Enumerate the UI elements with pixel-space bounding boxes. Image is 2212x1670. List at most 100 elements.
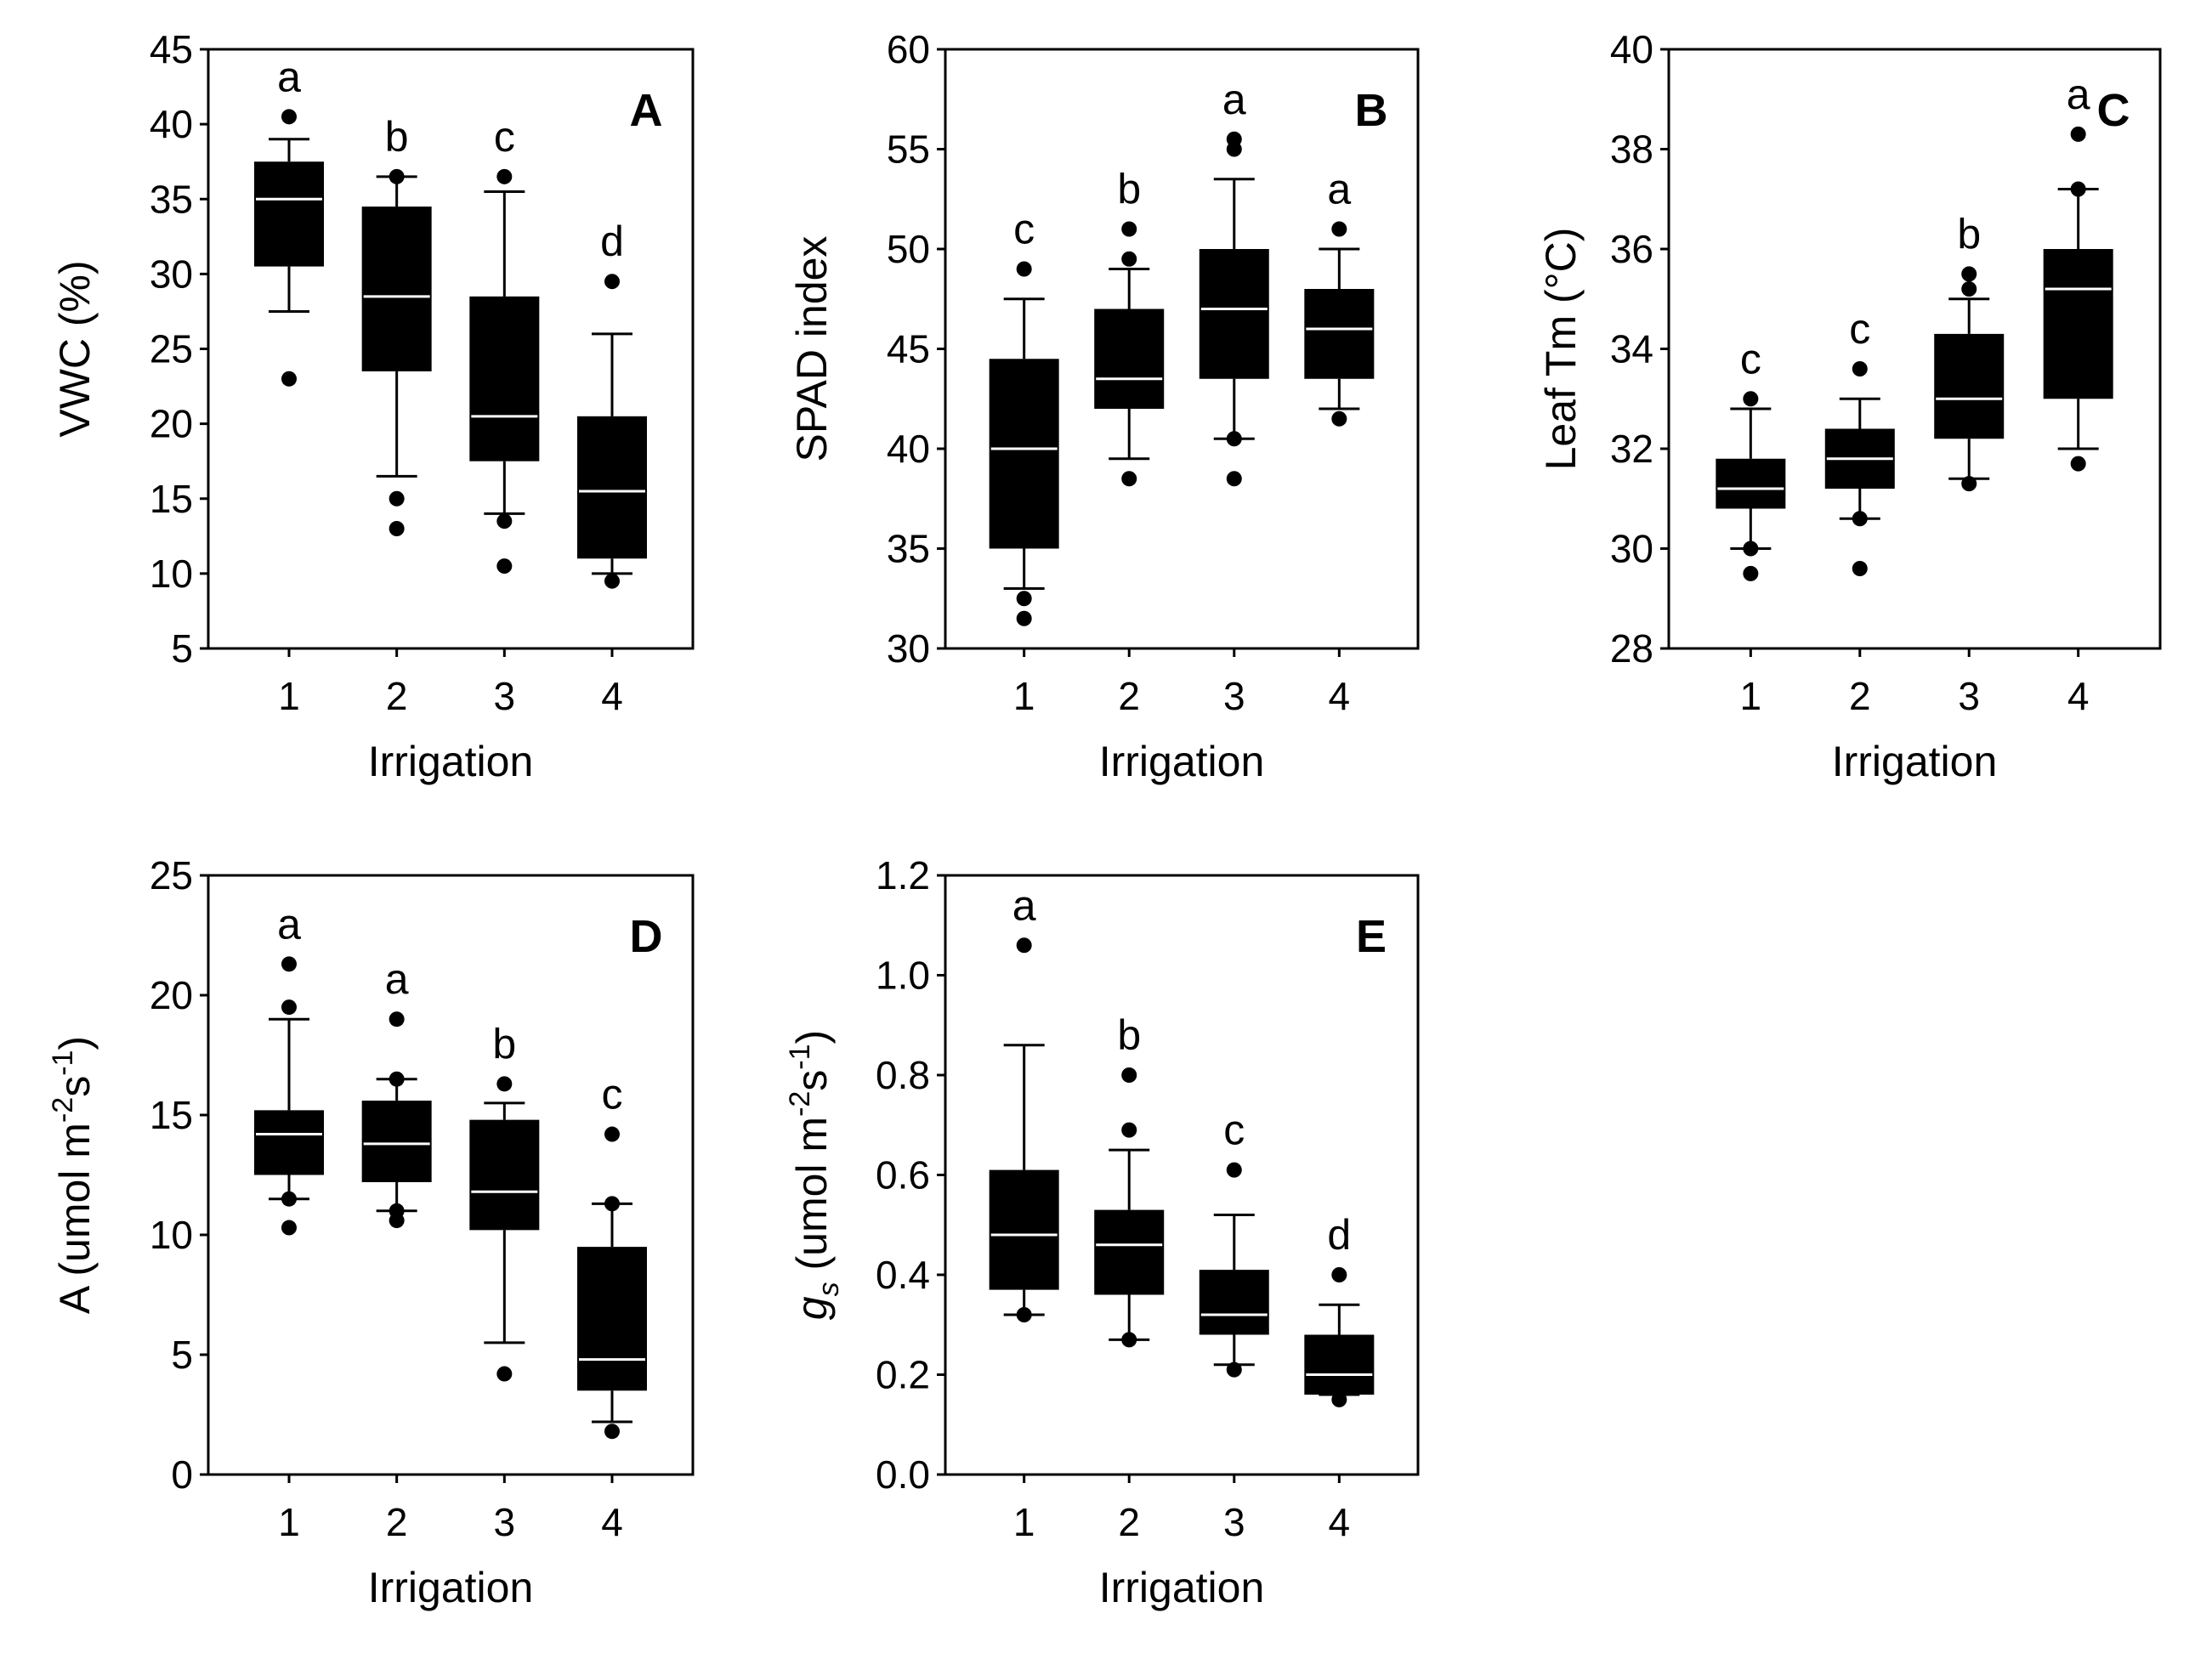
outlier-point [1852,361,1868,376]
y-tick-label: 35 [150,177,193,221]
significance-letter: c [494,113,515,161]
x-axis-label: Irrigation [368,1564,534,1611]
significance-letter: c [602,1071,623,1118]
outlier-point [1016,610,1032,626]
outlier-point [1852,511,1868,527]
box-iqr [1199,1270,1269,1335]
outlier-point [1331,410,1347,427]
box-1: c [989,206,1059,626]
outlier-point [281,1220,297,1236]
x-tick-label: 3 [1958,674,1980,718]
y-tick-label: 20 [150,973,193,1017]
outlier-point [496,1366,513,1382]
y-axis-label-part: -1 [784,1044,816,1069]
y-tick-label: 25 [150,853,193,897]
outlier-point [1961,266,1977,282]
box-1: a [989,881,1059,1322]
y-axis-label-part: A (umol m [51,1123,99,1314]
outlier-point [1226,431,1242,447]
outlier-point [604,274,620,290]
outlier-point [389,490,405,507]
outlier-point [1961,281,1977,297]
box-iqr [1304,1334,1375,1395]
x-tick-label: 2 [386,674,408,718]
outlier-point [1226,471,1242,487]
y-tick-label: 20 [150,402,193,446]
outlier-point [281,109,297,125]
y-tick-label: 28 [1610,626,1653,671]
panel-label: E [1356,911,1387,962]
outlier-point [1331,1391,1347,1407]
box-1: a [254,53,324,387]
outlier-point [1226,1162,1242,1178]
y-tick-label: 0 [171,1452,193,1497]
y-axis-label: A (umol m-2s-1) [47,1036,99,1314]
significance-letter: b [1117,166,1141,213]
x-tick-label: 2 [1118,1500,1140,1544]
y-tick-label: 0.4 [876,1253,930,1297]
significance-letter: b [1117,1011,1141,1059]
y-tick-label: 30 [150,252,193,296]
x-tick-label: 3 [1223,674,1245,718]
y-tick-label: 55 [887,127,930,172]
box-4: a [1304,166,1375,427]
y-tick-label: 10 [150,552,193,596]
y-tick-label: 36 [1610,227,1653,271]
y-axis-label-part: (umol m [788,1117,836,1282]
x-axis-label: Irrigation [1099,738,1265,785]
y-axis-label-part: -2 [784,1091,816,1117]
significance-letter: a [1012,881,1036,929]
x-tick-label: 1 [278,674,300,718]
box-iqr [469,1119,540,1231]
box-2: b [1094,1011,1165,1348]
y-tick-label: 1.2 [876,853,930,897]
box-iqr [1094,309,1165,409]
plot-frame [207,874,695,1476]
outlier-point [389,1213,405,1229]
y-tick-label: 0.2 [876,1353,930,1397]
x-tick-label: 4 [601,674,623,718]
outlier-point [281,999,297,1016]
outlier-point [1121,221,1137,237]
y-tick-label: 30 [887,626,930,671]
y-tick-label: 38 [1610,127,1653,172]
outlier-point [1331,221,1347,237]
box-iqr [361,1101,432,1182]
outlier-point [1016,1307,1032,1322]
significance-letter: c [1013,206,1035,253]
significance-letter: b [1957,210,1981,258]
box-2: b [1094,166,1165,487]
significance-letter: a [1222,76,1246,123]
box-iqr [2043,249,2113,399]
y-axis-label-part: s [813,1282,845,1296]
outlier-point [496,1076,513,1092]
y-axis-label: SPAD index [788,236,836,462]
box-3: c [1199,1107,1269,1378]
significance-letter: a [1327,166,1351,213]
x-tick-label: 1 [1013,1500,1035,1544]
outlier-point [1121,251,1137,267]
box-2: a [361,955,432,1229]
y-tick-label: 5 [171,1333,193,1377]
y-tick-label: 35 [887,527,930,571]
x-axis-label: Irrigation [368,738,534,785]
outlier-point [1226,141,1242,157]
significance-letter: a [277,53,301,100]
outlier-point [1121,1332,1137,1348]
y-tick-label: 40 [150,102,193,146]
y-axis-label-part: s [51,1076,99,1097]
outlier-point [2070,126,2086,142]
box-2: b [361,113,432,536]
outlier-point [604,1126,620,1142]
panel-D: 0 5 10 15 20 25 1 2 3 4 Irrigation A (umol m-2s-1) D… [47,853,695,1611]
outlier-point [1961,476,1977,492]
outlier-point [604,1424,620,1440]
outlier-point [1016,591,1032,607]
box-iqr [1304,289,1375,379]
outlier-point [496,558,513,575]
outlier-point [389,521,405,536]
y-axis-label-part: ) [51,1036,99,1050]
